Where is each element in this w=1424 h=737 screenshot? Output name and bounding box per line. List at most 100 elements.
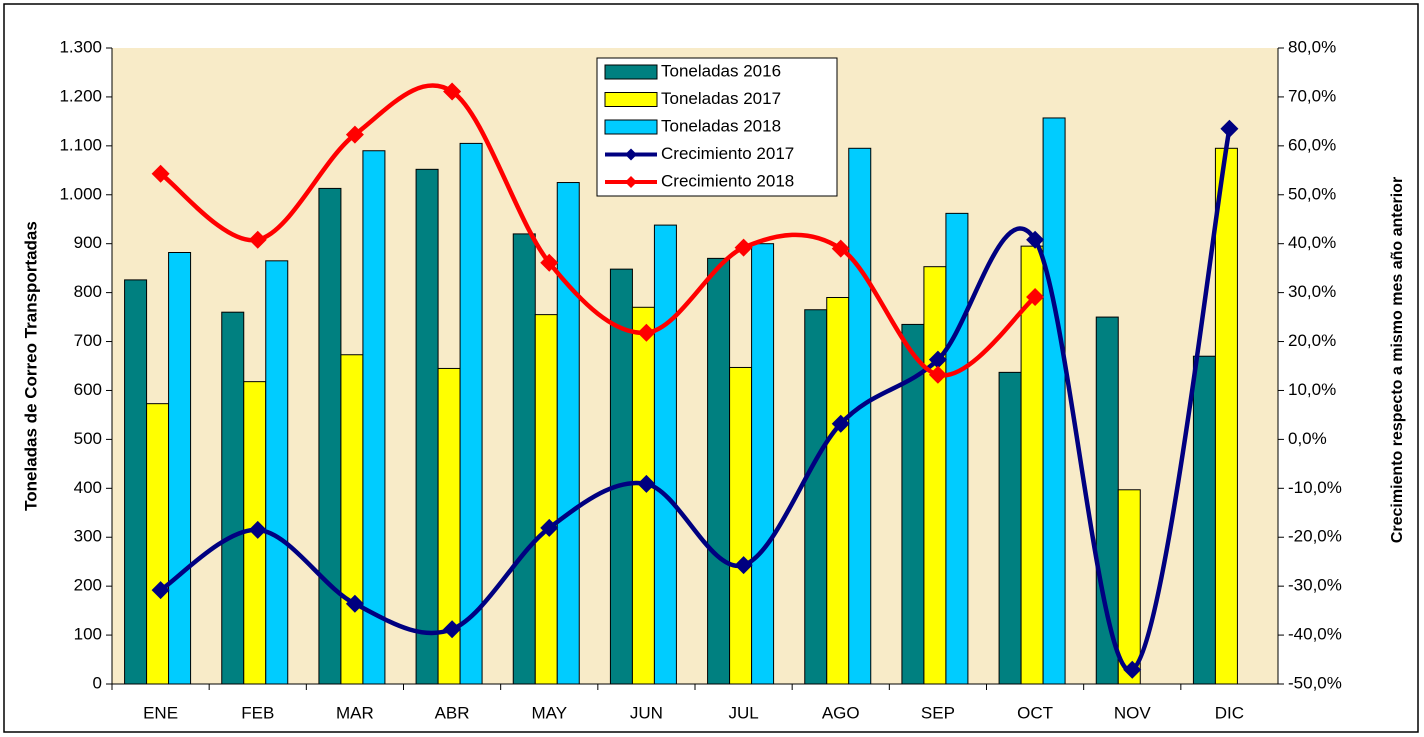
y-tick-label: 1.200 (59, 86, 102, 105)
plot: 0 100 200 300 400 500 600 700 800 900 1.000 1.100 1.… (59, 37, 1341, 722)
marker (831, 414, 850, 433)
bar (340, 354, 364, 685)
bar (362, 150, 386, 685)
y-tick-label: 400 (74, 478, 102, 497)
y-tick-label: 900 (74, 233, 102, 252)
y2-tick-label: -30,0% (1288, 576, 1342, 595)
bar (707, 257, 731, 685)
bar (415, 168, 439, 685)
legend-marker (625, 176, 637, 188)
marker (540, 518, 559, 537)
x-tick-label: NOV (1114, 703, 1152, 722)
bar (512, 233, 536, 685)
legend-label: Toneladas 2018 (661, 116, 781, 135)
bar (923, 266, 947, 685)
y2-tick-label: -10,0% (1288, 478, 1342, 497)
y-tick-label: 1.000 (59, 184, 102, 203)
marker (540, 253, 559, 272)
bar (221, 311, 245, 685)
marker (928, 365, 947, 384)
bar (1214, 147, 1238, 685)
y-axis-title: Toneladas de Correo Transportadas (21, 221, 40, 511)
x-tick-label: JUL (728, 703, 758, 722)
bar (631, 306, 655, 685)
bar (534, 314, 558, 685)
x-tick-label: AGO (822, 703, 860, 722)
y-tick-label: 600 (74, 380, 102, 399)
legend-label: Toneladas 2016 (661, 61, 781, 80)
marker (928, 350, 947, 369)
x-tick-label: FEB (241, 703, 274, 722)
y-tick-label: 0 (93, 673, 102, 692)
y2-tick-label: -20,0% (1288, 527, 1342, 546)
bar (1020, 245, 1044, 685)
bar (318, 187, 342, 685)
bar (998, 371, 1022, 685)
bar (945, 212, 969, 685)
y-tick-label: 300 (74, 527, 102, 546)
x-tick-label: OCT (1017, 703, 1053, 722)
legend-label: Crecimiento 2018 (661, 171, 794, 190)
marker (637, 323, 656, 342)
y-tick-label: 200 (74, 576, 102, 595)
line (159, 83, 1037, 378)
y-tick-label: 1.100 (59, 135, 102, 154)
bar (1042, 117, 1066, 685)
bar (751, 243, 775, 685)
y-tick-label: 1.300 (59, 37, 102, 56)
marker (1123, 660, 1142, 679)
marker (1026, 230, 1045, 249)
legend-swatch (604, 119, 658, 135)
y2-tick-label: 0,0% (1288, 429, 1327, 448)
y2-tick-label: 60,0% (1288, 135, 1336, 154)
marker (443, 620, 462, 639)
bar (848, 147, 872, 685)
y2-tick-label: 20,0% (1288, 331, 1336, 350)
marker (831, 239, 850, 258)
legend-swatch (604, 92, 658, 107)
bar (459, 142, 483, 685)
y2-tick-label: -40,0% (1288, 625, 1342, 644)
y2-tick-label: 10,0% (1288, 380, 1336, 399)
marker (443, 82, 462, 101)
marker (248, 230, 267, 249)
y-tick-label: 700 (74, 331, 102, 350)
bar (729, 366, 753, 685)
bar (265, 260, 289, 685)
y2-axis-title: Crecimiento respecto a mismo mes año ant… (1389, 177, 1406, 543)
x-tick-label: ABR (435, 703, 470, 722)
x-tick-label: ENE (143, 703, 178, 722)
bar (124, 279, 148, 685)
bar (653, 224, 677, 685)
y2-tick-label: 40,0% (1288, 233, 1336, 252)
x-tick-label: MAR (336, 703, 374, 722)
marker (1220, 119, 1239, 138)
x-tick-label: SEP (921, 703, 955, 722)
bar (168, 251, 192, 685)
legend-label: Toneladas 2017 (661, 89, 781, 108)
marker (151, 581, 170, 600)
y-tick-label: 800 (74, 282, 102, 301)
bar (1117, 489, 1141, 685)
marker (151, 164, 170, 183)
x-tick-label: MAY (531, 703, 567, 722)
x-tick-label: JUN (630, 703, 663, 722)
y2-tick-label: -50,0% (1288, 673, 1342, 692)
legend-label: Crecimiento 2017 (661, 144, 794, 163)
bar (1095, 316, 1119, 685)
bar (437, 367, 461, 685)
y-tick-label: 100 (74, 625, 102, 644)
line (159, 128, 1232, 673)
marker (734, 556, 753, 575)
y2-tick-label: 50,0% (1288, 184, 1336, 203)
bar (826, 297, 850, 685)
y2-tick-label: 80,0% (1288, 37, 1336, 56)
x-tick-label: DIC (1215, 703, 1244, 722)
bar (1192, 355, 1216, 685)
legend-swatch (604, 64, 658, 80)
marker (345, 594, 364, 613)
y2-tick-label: 30,0% (1288, 282, 1336, 301)
marker (248, 520, 267, 539)
